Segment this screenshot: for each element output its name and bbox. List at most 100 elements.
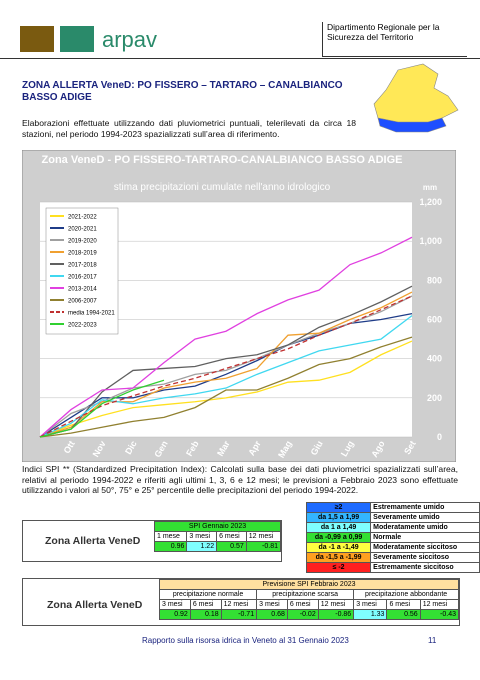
spi-value: 0.68 (256, 609, 288, 620)
column-header: 6 mesi (386, 599, 421, 610)
y-tick-label: 1,000 (419, 236, 442, 246)
column-header: 12 mesi (220, 599, 258, 610)
legend-label: 2017-2018 (68, 263, 97, 269)
column-header: 3 mesi (186, 531, 218, 542)
class-cell: Severamente umido (370, 512, 480, 523)
legend-label: 2013-2014 (68, 287, 97, 293)
logo-text: arpav (102, 27, 157, 52)
intro: Elaborazioni effettuate utilizzando dati… (22, 118, 356, 139)
table2: Previsione SPI Febbraio 2023 precipitazi… (158, 579, 460, 620)
column-header: 12 mesi (245, 531, 282, 542)
table1-box: Zona Allerta VeneD SPI Gennaio 2023 1 me… (22, 520, 282, 562)
legend-label: 2021-2022 (68, 215, 97, 221)
footer: Rapporto sulla risorsa idrica in Veneto … (142, 636, 349, 645)
map-region (373, 63, 459, 127)
table2-header: Previsione SPI Febbraio 2023 (159, 579, 459, 590)
logo-graphic: arpav (20, 26, 157, 52)
y-tick-label: 1,200 (419, 197, 442, 207)
y-tick-label: 600 (427, 315, 442, 325)
legend-label: 2006-2007 (68, 299, 97, 305)
range-cell: da -1,5 a -1,99 (305, 552, 372, 563)
legend-row: da -1 a -1,49 Moderatamente siccitoso (305, 542, 480, 553)
spi-value: 1.22 (186, 541, 218, 552)
column-header: 12 mesi (317, 599, 355, 610)
legend-label: 2016-2017 (68, 275, 97, 281)
class-cell: Normale (370, 532, 480, 543)
column-header: 1 mese (153, 531, 188, 542)
column-header: 12 mesi (419, 599, 460, 610)
table2-label: Zona Allerta VeneD (47, 599, 143, 611)
legend-row: ≥2 Estremamente umido (305, 502, 480, 513)
legend-row: ≤ -2 Estremamente siccitoso (305, 562, 480, 573)
group-header: precipitazione abbondante (353, 589, 459, 600)
legend-label: media 1994-2021 (68, 311, 115, 317)
y-tick-label: 200 (427, 393, 442, 403)
spi-note: Indici SPI ** (Standardized Precipitatio… (22, 464, 458, 495)
table1: SPI Gennaio 2023 1 mese 3 mesi 6 mesi 12 me… (153, 521, 282, 552)
range-cell: da -0,99 a 0,99 (305, 532, 372, 543)
logo-mark (60, 26, 94, 52)
spi-value: -0.86 (317, 609, 355, 620)
y-tick-label: 0 (437, 432, 442, 442)
chart-subtitle: stima precipitazioni cumulate nell'anno … (114, 182, 331, 193)
spi-value: 1.33 (353, 609, 388, 620)
class-cell: Severamente siccitoso (370, 552, 480, 563)
page-number: 11 (428, 636, 437, 645)
range-cell: da -1 a -1,49 (305, 542, 372, 553)
class-cell: Estremamente umido (370, 502, 480, 513)
series-line (39, 315, 413, 438)
spi-value: 0.92 (159, 609, 191, 620)
logo-lion (20, 26, 54, 52)
y-tick-label: 400 (427, 354, 442, 364)
column-header: 3 mesi (353, 599, 388, 610)
column-header: 6 mesi (286, 599, 319, 610)
spi-value: 0.96 (153, 541, 188, 552)
column-header: 6 mesi (189, 599, 222, 610)
series-line (39, 336, 413, 438)
spi-value: -0.71 (220, 609, 258, 620)
class-cell: Estremamente siccitoso (370, 562, 480, 573)
spi-value: -0.02 (286, 609, 319, 620)
chart-title: Zona VeneD - PO FISSERO-TARTARO-CANALBIA… (42, 154, 403, 166)
logo: arpav (18, 22, 318, 56)
column-header: 3 mesi (159, 599, 191, 610)
group-header: precipitazione normale (158, 589, 258, 600)
series-line (39, 340, 413, 438)
spi-value: 0.18 (189, 609, 222, 620)
legend-label: 2019-2020 (68, 239, 97, 245)
legend-row: da -1,5 a -1,99 Severamente siccitoso (305, 552, 480, 563)
legend-label: 2022-2023 (68, 323, 97, 329)
spi-value: -0.81 (245, 541, 282, 552)
spi-value: -0.43 (419, 609, 460, 620)
series-line (39, 236, 413, 438)
range-cell: da 1,5 a 1,99 (305, 512, 372, 523)
range-cell: ≥2 (305, 502, 372, 513)
class-cell: Moderatamente siccitoso (370, 542, 480, 553)
table1-header: SPI Gennaio 2023 (154, 521, 281, 532)
range-cell: da 1 a 1,49 (305, 522, 372, 533)
legend-row: da -0,99 a 0,99 Normale (305, 532, 480, 543)
legend-label: 2020-2021 (68, 227, 97, 233)
spi-legend: ≥2 Estremamente umido da 1,5 a 1,99 Severam… (305, 502, 480, 573)
legend-row: da 1 a 1,49 Moderatamente umido (305, 522, 480, 533)
spi-value: 0.57 (216, 541, 247, 552)
column-header: 3 mesi (256, 599, 288, 610)
chart: Zona VeneD - PO FISSERO-TARTARO-CANALBIA… (22, 150, 456, 462)
group-header: precipitazione scarsa (256, 589, 355, 600)
series-line (39, 295, 413, 438)
legend-row: da 1,5 a 1,99 Severamente umido (305, 512, 480, 523)
y-unit: mm (423, 183, 437, 192)
department: Dipartimento Regionale per la Sicurezza … (322, 22, 467, 57)
column-header: 6 mesi (216, 531, 247, 542)
y-tick-label: 800 (427, 275, 442, 285)
zone-map (373, 63, 459, 133)
series-line (39, 285, 413, 438)
spi-value: 0.56 (386, 609, 421, 620)
series-line (39, 379, 165, 438)
header-rule (0, 58, 480, 59)
legend-label: 2018-2019 (68, 251, 97, 257)
range-cell: ≤ -2 (305, 562, 372, 573)
zone-title: ZONA ALLERTA VeneD: PO FISSERO – TARTARO… (22, 80, 343, 103)
series-line (39, 291, 413, 438)
